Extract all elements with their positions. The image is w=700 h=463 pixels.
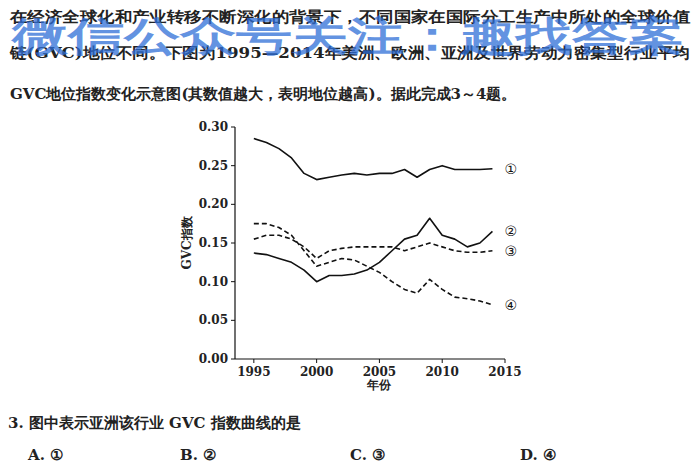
y-axis-label: GVC指数 xyxy=(180,215,194,269)
x-tick-label: 1995 xyxy=(237,365,270,379)
y-tick xyxy=(231,127,235,128)
y-tick xyxy=(231,204,235,205)
y-tick-label: 0.00 xyxy=(199,352,228,366)
y-tick-label: 0.25 xyxy=(199,159,228,173)
x-axis-label: 年份 xyxy=(366,378,392,392)
series-label: ④ xyxy=(504,297,517,313)
y-tick xyxy=(231,281,235,282)
series-label: ① xyxy=(504,161,517,177)
x-tick-label: 2005 xyxy=(363,365,396,379)
y-tick-label: 0.30 xyxy=(199,120,228,134)
series-line xyxy=(254,224,493,305)
question-stem: 3. 图中表示亚洲该行业 GVC 指数曲线的是 xyxy=(8,414,301,432)
y-tick xyxy=(231,359,235,360)
option: D. ④ xyxy=(520,446,556,463)
series-label: ③ xyxy=(504,243,517,259)
series-line xyxy=(254,218,493,281)
x-tick-label: 2010 xyxy=(426,365,459,379)
y-tick xyxy=(231,243,235,244)
x-tick xyxy=(253,359,254,363)
y-tick xyxy=(231,165,235,166)
series-line xyxy=(254,235,493,258)
passage-line: GVC地位指数变化示意图(其数值越大，表明地位越高)。据此完成3～4题。 xyxy=(10,85,516,103)
x-tick xyxy=(442,359,443,363)
y-tick-label: 0.20 xyxy=(199,197,228,211)
x-tick xyxy=(316,359,317,363)
page: 在经济全球化和产业转移不断深化的背景下，不同国家在国际分工生产中所处的全球价值链… xyxy=(0,0,700,463)
y-tick-label: 0.05 xyxy=(199,313,228,327)
y-tick xyxy=(231,320,235,321)
x-tick xyxy=(379,359,380,363)
series-line xyxy=(254,139,493,180)
option: A. ① xyxy=(27,446,63,463)
y-tick-label: 0.10 xyxy=(199,275,228,289)
watermark: 微信公众号关注：趣找答案 xyxy=(11,13,684,59)
option: B. ② xyxy=(180,446,216,463)
x-axis xyxy=(235,358,505,359)
x-tick-label: 2015 xyxy=(488,365,521,379)
y-tick-label: 0.15 xyxy=(199,236,228,250)
series-label: ② xyxy=(504,223,517,239)
x-tick-label: 2000 xyxy=(300,365,333,379)
option: C. ③ xyxy=(350,446,385,463)
chart: 0.00 0.05 0.10 0.15 0.20 0.25 0.30 1995 2000 2005… xyxy=(180,120,522,392)
x-tick xyxy=(505,359,506,363)
series-group xyxy=(254,139,493,305)
